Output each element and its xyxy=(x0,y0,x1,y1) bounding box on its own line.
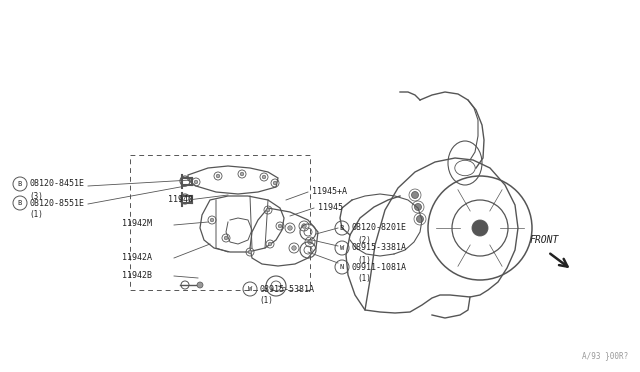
Circle shape xyxy=(216,174,220,178)
Circle shape xyxy=(472,220,488,236)
Text: 11942M: 11942M xyxy=(122,219,152,228)
Text: 08120-8551E: 08120-8551E xyxy=(29,199,84,208)
Text: W: W xyxy=(248,286,252,292)
Text: N: N xyxy=(340,264,344,270)
Circle shape xyxy=(415,203,422,211)
Circle shape xyxy=(308,240,312,244)
Text: 08120-8451E: 08120-8451E xyxy=(29,180,84,189)
Text: 11942A: 11942A xyxy=(122,253,152,263)
Circle shape xyxy=(288,226,292,230)
Text: B: B xyxy=(18,200,22,206)
Text: (1): (1) xyxy=(357,256,371,264)
Text: 09911-1081A: 09911-1081A xyxy=(351,263,406,272)
Circle shape xyxy=(266,208,270,212)
Circle shape xyxy=(301,224,307,228)
Circle shape xyxy=(194,180,198,184)
Circle shape xyxy=(240,172,244,176)
Circle shape xyxy=(278,224,282,228)
Circle shape xyxy=(197,282,203,288)
Text: 11940: 11940 xyxy=(168,195,193,203)
Text: (1): (1) xyxy=(259,296,273,305)
Text: 11942B: 11942B xyxy=(122,270,152,279)
Circle shape xyxy=(273,181,277,185)
Circle shape xyxy=(268,242,272,246)
Text: 08915-3381A: 08915-3381A xyxy=(351,244,406,253)
Text: (2): (2) xyxy=(357,235,371,244)
Text: (1): (1) xyxy=(357,275,371,283)
Circle shape xyxy=(210,218,214,222)
Text: (3): (3) xyxy=(29,192,43,201)
Circle shape xyxy=(224,236,228,240)
Circle shape xyxy=(417,215,424,222)
Text: B: B xyxy=(18,181,22,187)
Circle shape xyxy=(248,250,252,254)
Text: A/93 }00R?: A/93 }00R? xyxy=(582,351,628,360)
Circle shape xyxy=(292,246,296,250)
Text: 08120-8201E: 08120-8201E xyxy=(351,224,406,232)
Text: 11945: 11945 xyxy=(318,202,343,212)
Text: (1): (1) xyxy=(29,211,43,219)
Text: 08915-5381A: 08915-5381A xyxy=(259,285,314,294)
Text: FRONT: FRONT xyxy=(530,235,559,245)
Text: 11945+A: 11945+A xyxy=(312,186,347,196)
Text: W: W xyxy=(340,245,344,251)
Circle shape xyxy=(262,175,266,179)
Circle shape xyxy=(412,192,419,199)
Text: B: B xyxy=(340,225,344,231)
